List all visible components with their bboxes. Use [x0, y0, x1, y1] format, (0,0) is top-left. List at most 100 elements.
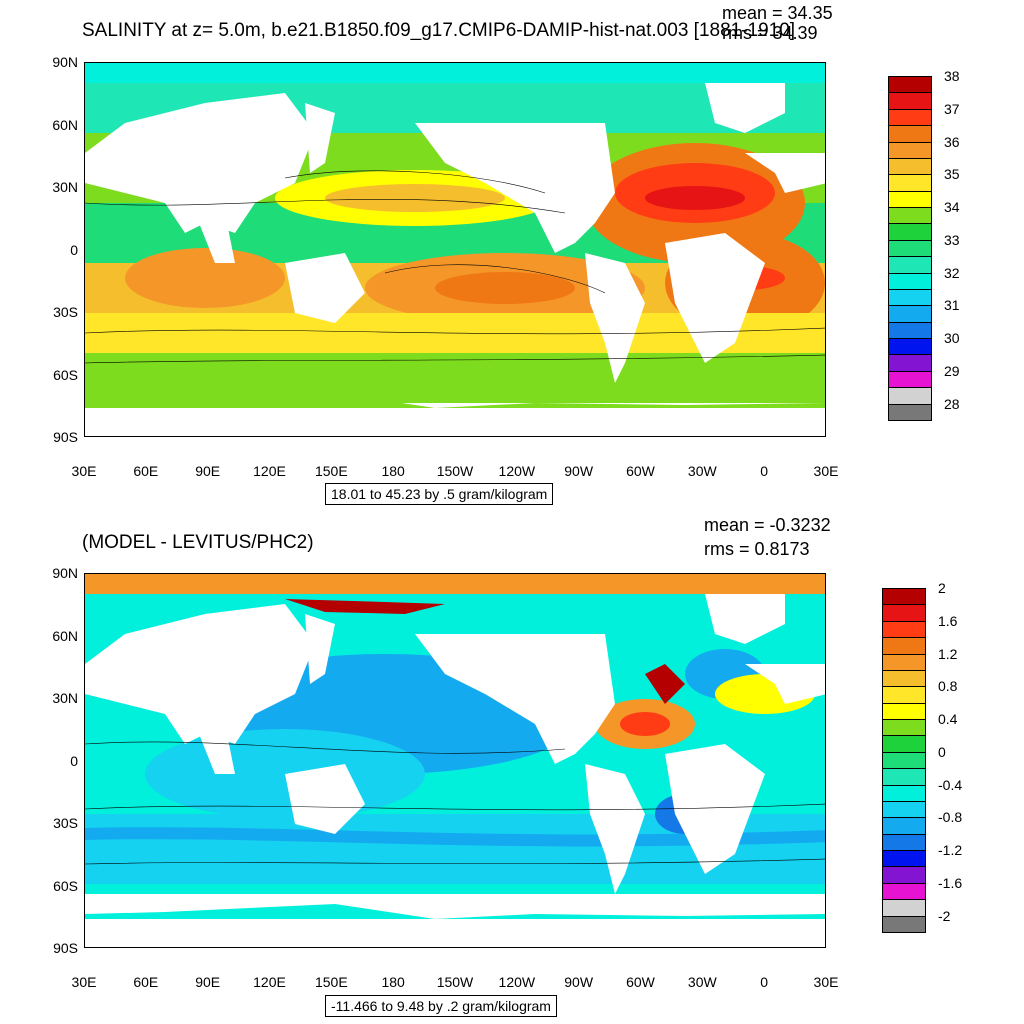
lon-label: 90E — [195, 463, 221, 479]
colorbar-swatch — [888, 288, 932, 307]
panel2-rms: rms = 0.8173 — [704, 539, 810, 559]
lon-label: 120E — [253, 974, 286, 990]
colorbar-swatch — [882, 899, 926, 917]
lon-label: 30W — [687, 974, 717, 990]
colorbar-swatch — [888, 141, 932, 159]
colorbar-swatch — [888, 321, 932, 340]
colorbar-label: 30 — [944, 330, 960, 347]
colorbar-label: 0.8 — [938, 678, 958, 695]
lon-label: 180 — [381, 463, 405, 479]
lat-label: 90N — [52, 565, 78, 581]
lat-label: 90S — [53, 429, 78, 445]
panel1-salinity-map — [84, 62, 826, 437]
colorbar-swatch — [882, 784, 926, 802]
lon-label: 60W — [626, 974, 655, 990]
colorbar-swatch — [882, 850, 926, 868]
colorbar-label: -1.6 — [938, 874, 963, 891]
colorbar-swatch — [888, 239, 932, 258]
lat-label: 60N — [52, 116, 78, 133]
colorbar-swatch — [882, 817, 926, 835]
colorbar-swatch — [882, 686, 926, 704]
colorbar-label: 28 — [944, 395, 960, 412]
panel2-colorbar: 2 1.6 1.2 0.8 0.4 0 -0.4 -0.8 -1.2 -1.6 -2 — [882, 581, 1002, 933]
colorbar-swatch — [882, 620, 926, 639]
colorbar-label: 1.6 — [938, 612, 958, 629]
lon-label: 120W — [498, 974, 536, 990]
colorbar-label: -2 — [938, 907, 951, 924]
colorbar-swatch — [888, 370, 932, 389]
colorbar-label: 31 — [944, 297, 960, 314]
colorbar-swatch — [888, 354, 932, 372]
colorbar-swatch — [888, 223, 932, 241]
lat-label: 0 — [70, 241, 78, 258]
panel2-title: (MODEL - LEVITUS/PHC2) — [82, 532, 314, 553]
lon-label: 90E — [195, 974, 221, 990]
colorbar-swatch — [882, 751, 926, 770]
lon-label: 30E — [71, 974, 97, 990]
colorbar-label: 36 — [944, 133, 960, 150]
colorbar-swatch — [888, 305, 932, 323]
colorbar-swatch — [882, 702, 926, 721]
colorbar-swatch — [888, 108, 932, 127]
colorbar-label: 2 — [938, 580, 946, 596]
colorbar-label: 37 — [944, 100, 960, 117]
panel1-title: SALINITY at z= 5.0m, b.e21.B1850.f09_g17… — [82, 20, 796, 41]
colorbar-swatch — [882, 800, 926, 819]
colorbar-label: 1.2 — [938, 645, 958, 662]
colorbar-swatch — [882, 833, 926, 852]
lon-label: 150E — [314, 463, 348, 479]
lon-label: 60W — [626, 463, 655, 479]
panel1-mean: mean = 34.35 — [722, 3, 833, 23]
panel1-contour-info: 18.01 to 45.23 by .5 gram/kilogram — [325, 483, 554, 505]
colorbar-swatch — [882, 669, 926, 688]
lon-label: 0 — [760, 463, 769, 479]
panel2-mean: mean = -0.3232 — [704, 515, 831, 535]
lat-label: 90N — [52, 54, 78, 70]
colorbar-swatch — [882, 768, 926, 786]
panel2-contour-info: -11.466 to 9.48 by .2 gram/kilogram — [325, 995, 557, 1017]
colorbar-swatch — [888, 272, 932, 290]
colorbar-swatch — [888, 190, 932, 209]
lon-label: 90W — [564, 463, 594, 479]
colorbar-swatch — [888, 76, 932, 94]
colorbar-label: -0.4 — [938, 776, 963, 793]
lon-label: 0 — [760, 974, 769, 990]
colorbar-swatch — [882, 719, 926, 737]
lat-label: 30N — [52, 179, 78, 195]
lat-label: 0 — [70, 752, 78, 769]
lon-label: 30E — [71, 463, 97, 479]
lat-label: 30N — [52, 690, 78, 706]
lon-label: 150E — [314, 974, 348, 990]
colorbar-swatch — [882, 637, 926, 655]
lat-label: 30S — [53, 304, 78, 320]
lon-label: 120E — [253, 463, 286, 479]
colorbar-label: 38 — [944, 68, 960, 84]
lon-label: 180 — [381, 974, 405, 990]
colorbar-swatch — [888, 174, 932, 192]
colorbar-swatch — [888, 256, 932, 274]
colorbar-swatch — [888, 387, 932, 405]
colorbar-swatch — [882, 735, 926, 753]
colorbar-label: 34 — [944, 199, 960, 216]
lon-label: 60E — [133, 974, 159, 990]
colorbar-swatch — [882, 588, 926, 606]
colorbar-label: 0 — [938, 743, 946, 760]
lat-label: 60S — [53, 877, 78, 894]
colorbar-swatch — [882, 604, 926, 622]
panel1-rms: rms = 34.39 — [722, 23, 818, 43]
colorbar-label: 35 — [944, 166, 960, 183]
panel2-difference-map — [84, 573, 826, 948]
colorbar-swatch — [888, 125, 932, 143]
colorbar-swatch — [882, 882, 926, 901]
colorbar-label: 32 — [944, 264, 960, 281]
lon-label: 30E — [813, 974, 839, 990]
lat-label: 60N — [52, 627, 78, 644]
colorbar-swatch — [888, 92, 932, 110]
colorbar-swatch — [882, 653, 926, 671]
colorbar-label: -1.2 — [938, 842, 963, 859]
lon-label: 120W — [498, 463, 536, 479]
lon-label: 30E — [813, 463, 839, 479]
colorbar-label: 0.4 — [938, 711, 958, 728]
colorbar-swatch — [882, 915, 926, 933]
lat-label: 60S — [53, 366, 78, 383]
